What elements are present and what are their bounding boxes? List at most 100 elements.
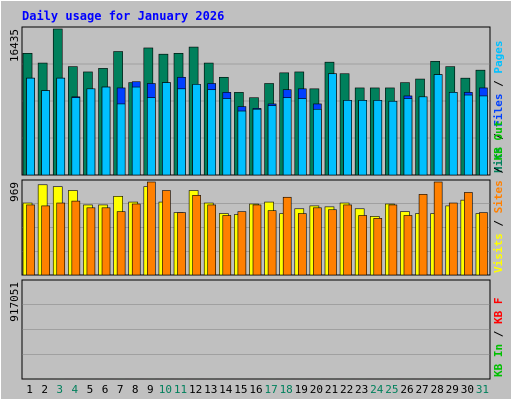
x-tick-label: 25 (385, 383, 398, 396)
bar-sites (101, 207, 111, 276)
bar-pages (71, 97, 81, 176)
bar-pages (403, 98, 413, 176)
bar-pages (358, 100, 367, 176)
legend-item: Pages (492, 41, 505, 74)
bar-sites (162, 190, 171, 276)
y-axis-max-label: 917051 (8, 282, 21, 322)
x-tick-label: 17 (264, 383, 277, 396)
bar-sites (192, 195, 201, 276)
bar-sites (71, 200, 81, 276)
legend-item: KB Out (492, 121, 505, 161)
x-tick-label: 18 (280, 383, 293, 396)
x-tick-label: 7 (117, 383, 124, 396)
x-tick-label: 20 (310, 383, 323, 396)
chart-title: Daily usage for January 2026 (22, 9, 224, 23)
bar-sites (373, 218, 383, 276)
legend-item: Hits (492, 147, 505, 174)
bar-sites (222, 215, 232, 276)
bar-pages (433, 74, 443, 176)
bar-sites (56, 202, 66, 276)
bar-sites (464, 192, 473, 276)
x-tick-label: 6 (102, 383, 109, 396)
x-tick-label: 16 (249, 383, 262, 396)
x-tick-label: 19 (295, 383, 308, 396)
bar-pages (479, 95, 488, 176)
bar-pages (177, 88, 186, 176)
legend-item: KB In (492, 344, 505, 377)
bar-pages (297, 98, 307, 176)
bar-sites (147, 181, 156, 276)
legend: KB In / KB F (492, 298, 505, 378)
x-tick-label: 13 (204, 383, 217, 396)
x-tick-label: 10 (159, 383, 172, 396)
x-tick-label: 22 (340, 383, 353, 396)
hits-files-pages-panel: 16435 Hits / Files / Pages (8, 26, 505, 176)
legend-separator: / (492, 213, 505, 233)
bar-pages (328, 73, 337, 176)
bar-sites (177, 212, 186, 276)
bar-pages (192, 84, 201, 176)
bar-sites (403, 215, 413, 276)
x-tick-label: 29 (446, 383, 459, 396)
bar-pages (86, 88, 96, 176)
legend: Visits / Sites / KB Out (492, 121, 505, 273)
x-tick-label: 30 (461, 383, 474, 396)
x-tick-label: 9 (147, 383, 154, 396)
bar-pages (418, 96, 428, 176)
x-tick-label: 4 (72, 383, 79, 396)
x-tick-label: 14 (219, 383, 233, 396)
legend-separator: / (492, 74, 505, 94)
bar-sites (328, 209, 337, 276)
legend-item: Visits (492, 233, 505, 273)
x-tick-label: 27 (415, 383, 428, 396)
x-tick-label: 21 (325, 383, 338, 396)
legend-separator: / (492, 324, 505, 344)
bar-sites (86, 207, 96, 276)
bar-pages (56, 77, 66, 176)
bar-sites (131, 203, 141, 276)
bar-pages (162, 82, 171, 176)
bar-pages (448, 92, 458, 176)
legend-item: KB F (492, 298, 505, 325)
x-tick-label: 23 (355, 383, 368, 396)
x-tick-label: 5 (87, 383, 94, 396)
bar-pages (222, 98, 232, 176)
bar-sites (358, 215, 367, 276)
x-tick-label: 1 (26, 383, 33, 396)
bar-sites (448, 202, 458, 276)
bar-sites (388, 204, 398, 276)
bar-pages (207, 89, 217, 176)
visits-sites-panel: 969 Visits / Sites / KB Out (8, 121, 505, 276)
bar-pages (116, 103, 126, 176)
bar-sites (418, 194, 428, 276)
bar-pages (26, 77, 35, 176)
legend-item: Sites (492, 180, 505, 213)
y-axis-max-label: 969 (8, 182, 21, 202)
bar-pages (313, 108, 322, 176)
bar-sites (237, 211, 247, 276)
bar-pages (267, 105, 277, 176)
bar-sites (479, 212, 488, 276)
bar-pages (282, 97, 292, 176)
x-tick-label: 11 (174, 383, 187, 396)
bar-pages (147, 97, 156, 176)
bar-sites (116, 211, 126, 276)
legend: Hits / Files / Pages (492, 41, 505, 174)
bar-pages (101, 86, 111, 176)
bar-sites (267, 210, 277, 276)
x-tick-label: 12 (189, 383, 202, 396)
bar-pages (464, 94, 473, 176)
bar-pages (131, 86, 141, 176)
bar-sites (282, 196, 292, 276)
bar-pages (252, 108, 262, 176)
y-axis-max-label: 16435 (8, 29, 21, 62)
bar-sites (252, 204, 262, 276)
bar-sites (297, 213, 307, 276)
x-axis-labels: 1 2 3 4 5 6 7 8 9 10 11 12 13 14 15 16 17 18 19 20 21 22 23 24 2… (26, 383, 489, 396)
bar-pages (343, 100, 352, 176)
bar-sites (41, 205, 50, 276)
bar-sites (313, 207, 322, 276)
x-tick-label: 24 (370, 383, 384, 396)
legend-separator: / (492, 160, 505, 180)
x-tick-label: 28 (431, 383, 444, 396)
